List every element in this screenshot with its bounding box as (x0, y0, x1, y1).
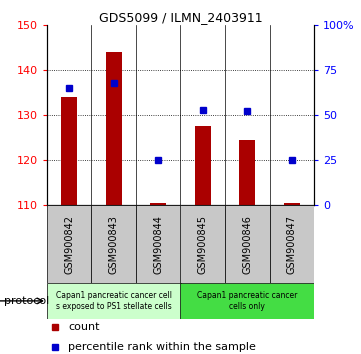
Text: GSM900843: GSM900843 (109, 215, 119, 274)
Bar (225, 205, 270, 283)
Bar (61, 97, 77, 205)
Bar (180, 283, 314, 319)
Bar (195, 126, 210, 205)
Text: GSM900844: GSM900844 (153, 215, 163, 274)
Title: GDS5099 / ILMN_2403911: GDS5099 / ILMN_2403911 (99, 11, 262, 24)
Text: GSM900845: GSM900845 (198, 215, 208, 274)
Bar (91, 205, 136, 283)
Text: count: count (68, 322, 100, 332)
Bar (239, 140, 255, 205)
Text: Capan1 pancreatic cancer cell
s exposed to PS1 stellate cells: Capan1 pancreatic cancer cell s exposed … (56, 291, 172, 310)
Text: GSM900846: GSM900846 (242, 215, 252, 274)
Bar (47, 205, 91, 283)
Bar (270, 205, 314, 283)
Bar (180, 205, 225, 283)
Bar (136, 205, 180, 283)
Text: GSM900847: GSM900847 (287, 215, 297, 274)
Bar (284, 203, 300, 205)
Text: GSM900842: GSM900842 (64, 215, 74, 274)
Bar (47, 283, 180, 319)
Text: Capan1 pancreatic cancer
cells only: Capan1 pancreatic cancer cells only (197, 291, 297, 310)
Bar (106, 52, 122, 205)
Text: protocol: protocol (4, 296, 49, 306)
Text: percentile rank within the sample: percentile rank within the sample (68, 342, 256, 352)
Bar (151, 203, 166, 205)
